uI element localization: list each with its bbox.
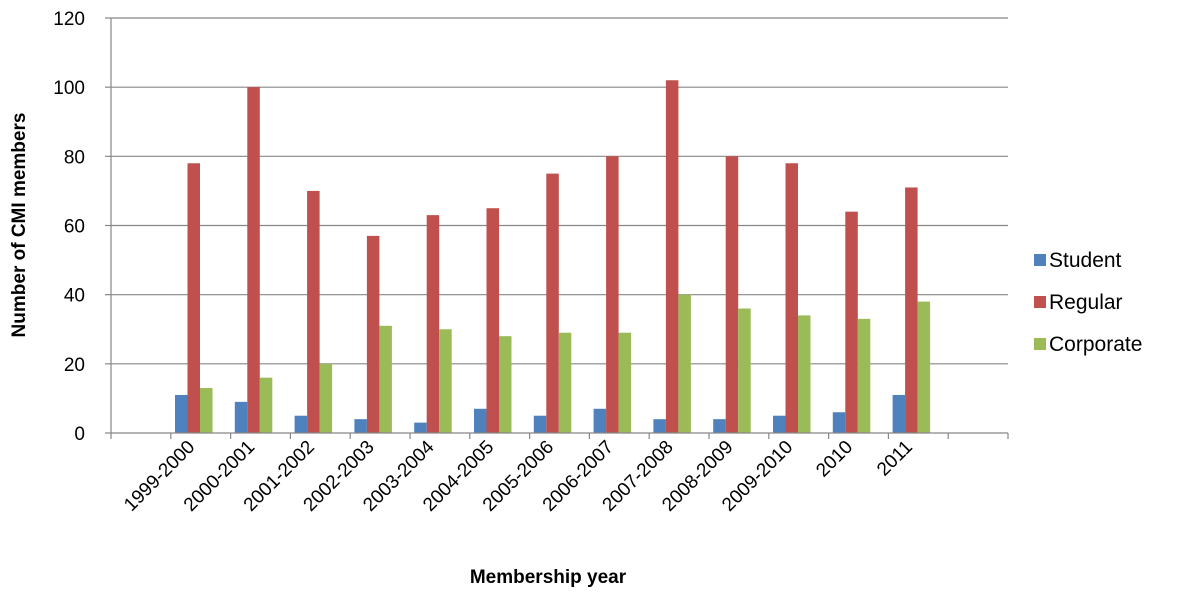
bar-student-12 xyxy=(892,394,906,433)
bar-regular-3 xyxy=(366,235,380,433)
bar-student-8 xyxy=(653,419,666,433)
y-tick-label: 100 xyxy=(53,78,85,99)
legend-swatch-regular xyxy=(1034,296,1046,308)
bar-student-4 xyxy=(414,422,427,433)
bars xyxy=(175,80,931,434)
bar-regular-4 xyxy=(426,215,440,433)
bar-student-9 xyxy=(713,419,726,433)
bar-student-7 xyxy=(593,408,607,433)
y-tick-label: 20 xyxy=(64,355,85,376)
bar-corporate-4 xyxy=(439,329,452,433)
bar-regular-5 xyxy=(486,208,499,433)
bar-corporate-1 xyxy=(259,377,273,433)
bar-corporate-3 xyxy=(379,325,392,433)
x-tick-label: 2011 xyxy=(873,437,917,481)
y-axis-title: Number of CMI members xyxy=(9,113,30,338)
bar-corporate-9 xyxy=(738,308,751,433)
bar-regular-2 xyxy=(307,190,320,433)
bar-regular-6 xyxy=(546,173,559,433)
y-tick-label: 60 xyxy=(64,217,85,238)
bar-corporate-0 xyxy=(200,388,213,433)
bar-student-3 xyxy=(354,419,367,433)
legend-label: Regular xyxy=(1049,291,1123,314)
legend-label: Student xyxy=(1049,249,1122,272)
bar-student-1 xyxy=(234,401,248,433)
bar-regular-7 xyxy=(606,156,619,434)
bar-corporate-5 xyxy=(499,336,512,433)
y-tick-label: 80 xyxy=(64,147,85,168)
y-tick-label: 40 xyxy=(64,286,85,307)
bar-student-10 xyxy=(773,415,786,433)
legend-swatch-student xyxy=(1034,254,1046,266)
bar-corporate-12 xyxy=(917,301,931,433)
bar-corporate-2 xyxy=(319,363,333,433)
y-tick-label: 0 xyxy=(74,424,85,445)
axes xyxy=(110,18,1009,439)
x-tick-labels: 1999-20002000-20012001-20022002-20032003… xyxy=(120,436,917,515)
legend-label: Corporate xyxy=(1049,333,1142,356)
bar-regular-10 xyxy=(785,163,798,433)
x-axis-title: Membership year xyxy=(470,567,627,588)
bar-regular-9 xyxy=(725,156,739,434)
legend: Student Regular Corporate xyxy=(1034,249,1142,356)
bar-regular-8 xyxy=(665,80,679,433)
bar-regular-12 xyxy=(905,187,918,433)
bar-student-6 xyxy=(533,415,547,433)
bar-regular-1 xyxy=(247,87,260,434)
x-tick-label: 2010 xyxy=(812,437,857,482)
bar-student-5 xyxy=(474,408,487,433)
bar-corporate-7 xyxy=(618,332,632,433)
bar-regular-11 xyxy=(845,211,858,433)
bar-corporate-6 xyxy=(558,332,572,433)
bar-corporate-11 xyxy=(857,318,871,433)
bar-student-0 xyxy=(175,394,188,433)
gridlines xyxy=(105,17,1008,434)
bar-regular-0 xyxy=(187,163,200,433)
y-tick-labels: 0 20 40 60 80 100 120 xyxy=(53,9,85,445)
legend-swatch-corporate xyxy=(1034,338,1046,350)
bar-corporate-10 xyxy=(798,315,811,433)
bar-corporate-8 xyxy=(678,294,691,433)
bar-student-2 xyxy=(294,415,308,433)
bar-student-11 xyxy=(832,412,846,433)
y-tick-label: 120 xyxy=(53,9,85,30)
